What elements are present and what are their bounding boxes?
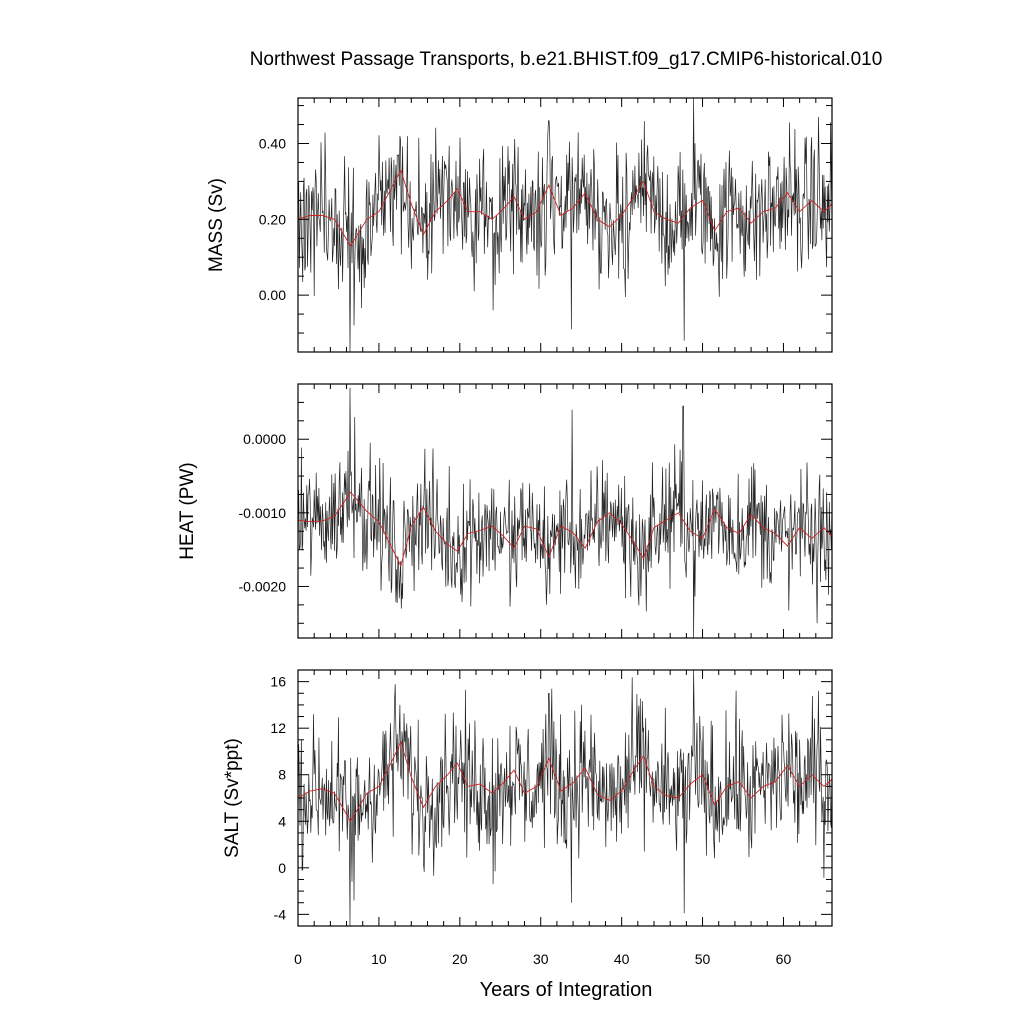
panels-group: 0.00 0.20 0.40 MASS (Sv) -0.0020 -0.0010 0.000… [177,97,833,967]
y-tick-label: 0 [278,860,286,876]
y-tick-label: 16 [270,674,286,690]
monthly-series-line-2 [298,387,832,638]
smoothed-series-line-2 [298,491,832,568]
panel-3: -4 0 4 8 12 16 SALT (Sv*ppt) 0 10 20 30 40 50 60 [222,669,833,967]
x-tick-label: 50 [695,951,711,967]
smoothed-series-line-1 [298,168,832,247]
plot-frame-1 [297,97,833,353]
x-axis-label: Years of Integration [480,979,653,1001]
y-tick-label: 4 [278,813,286,829]
chart-title: Northwest Passage Transports, b.e21.BHIS… [250,49,883,70]
y-tick-label: 0.40 [259,135,286,151]
y-tick-label: 0.20 [259,211,286,227]
monthly-series-line-1 [298,98,832,352]
y-tick-label: -0.0020 [239,578,287,594]
x-tick-label: 10 [371,951,387,967]
y-tick-label: 0.00 [259,287,286,303]
x-tick-label: 0 [294,951,302,967]
y-axis-label-1: MASS (Sv) [206,178,227,272]
panel-1: 0.00 0.20 0.40 MASS (Sv) [206,97,833,353]
plot-frame-2 [297,383,833,639]
y-tick-label: 12 [270,720,286,736]
y-tick-label: -0.0010 [239,505,287,521]
x-tick-label: 30 [533,951,549,967]
y-axis-label-3: SALT (Sv*ppt) [222,738,243,858]
x-tick-label: 40 [614,951,630,967]
x-tick-label: 20 [452,951,468,967]
y-axis-label-2: HEAT (PW) [177,462,198,559]
y-tick-label: 8 [278,767,286,783]
monthly-series-line-3 [298,670,832,926]
y-tick-label: -4 [274,906,287,922]
smoothed-series-line-3 [298,740,832,823]
y-tick-label: 0.0000 [243,431,286,447]
panel-2: -0.0020 -0.0010 0.0000 HEAT (PW) [177,383,833,639]
x-tick-label: 60 [776,951,792,967]
